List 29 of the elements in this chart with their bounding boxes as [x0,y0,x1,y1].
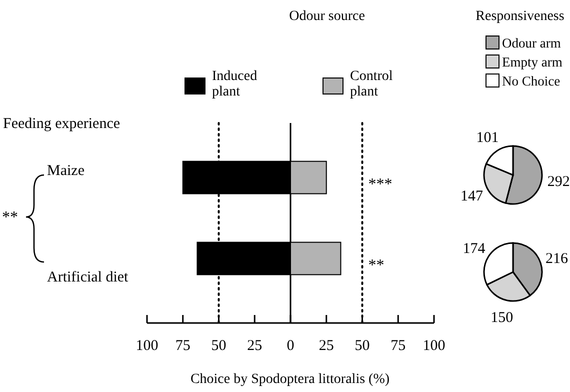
x-tick-label: 75 [390,338,406,354]
legend-title: Odour source [289,9,365,24]
data-label: 147 [460,188,484,205]
x-tick-label: 50 [354,338,370,354]
data-label: 150 [490,310,514,326]
x-tick-label: 75 [175,338,190,354]
x-axis-title: Choice by Spodoptera littoralis (%) [190,372,390,387]
annotation: *** [368,176,392,194]
x-tick-label: 25 [247,338,262,354]
y-tick-label: Maize [47,162,85,179]
legend-label: Odour arm [502,36,562,51]
legend-label: Induced plant [212,69,258,100]
legend-label: No Choice [502,74,560,89]
x-tick-label: 0 [286,338,294,354]
legend-label: Control plant [350,69,393,100]
data-label: 216 [546,251,568,268]
data-label: 101 [476,130,499,146]
x-tick-label: 100 [422,338,446,354]
legend-label: Empty arm [502,54,563,70]
annotation: ** [368,257,384,274]
y-tick-label: Artificial diet [47,270,130,286]
data-label: 174 [462,240,486,257]
text: ** [2,209,18,226]
x-tick-label: 100 [136,338,158,354]
data-label: 292 [547,174,570,190]
x-tick-label: 50 [211,338,226,354]
legend-title: Responsiveness [476,9,564,24]
text: Feeding experience [3,116,120,132]
x-tick-label: 25 [318,338,334,354]
